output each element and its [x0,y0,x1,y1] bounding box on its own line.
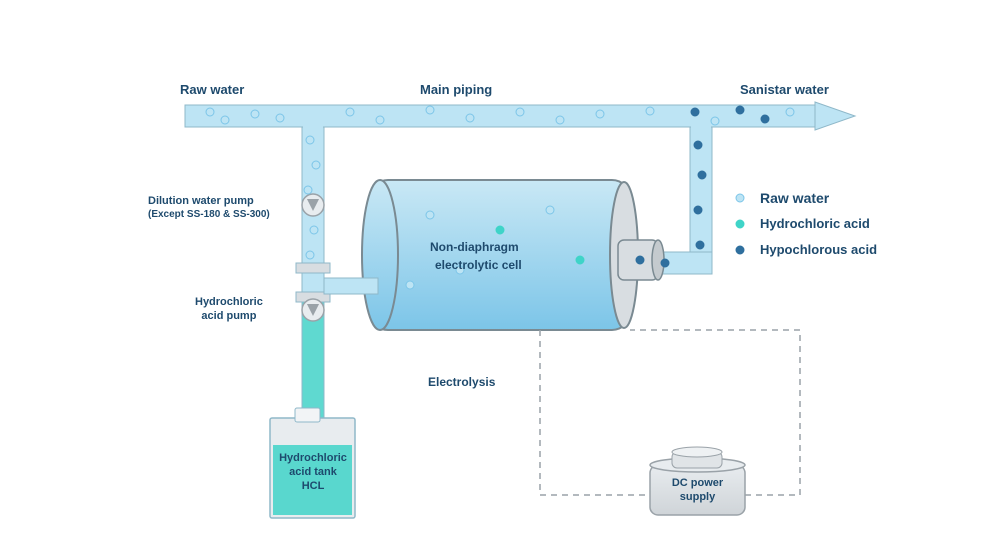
legend-raw-label: Raw water [760,190,829,206]
label-electrolysis: Electrolysis [428,375,495,389]
label-cell-l2: electrolytic cell [435,258,522,272]
label-sanistar-water: Sanistar water [740,82,829,97]
diagram-stage: Raw water Main piping Sanistar water Dil… [0,0,1000,554]
label-dilution-pump-sub: (Except SS-180 & SS-300) [148,209,270,220]
label-cell-l1: Non-diaphragm [430,240,519,254]
label-tank-l1: Hydrochloric [273,452,353,464]
label-tank-l2: acid tank [273,466,353,478]
label-tank-l3: HCL [273,480,353,492]
legend-hypo-label: Hypochlorous acid [760,242,877,257]
diagram-svg [0,0,1000,554]
legend-hcl-label: Hydrochloric acid [760,216,870,231]
label-dilution-pump: Dilution water pump [148,195,254,207]
label-power-l2: supply [660,491,735,503]
label-power-l1: DC power [660,477,735,489]
label-main-piping: Main piping [420,82,492,97]
label-raw-water: Raw water [180,82,244,97]
label-hcl-pump: Hydrochloric acid pump [195,295,263,324]
